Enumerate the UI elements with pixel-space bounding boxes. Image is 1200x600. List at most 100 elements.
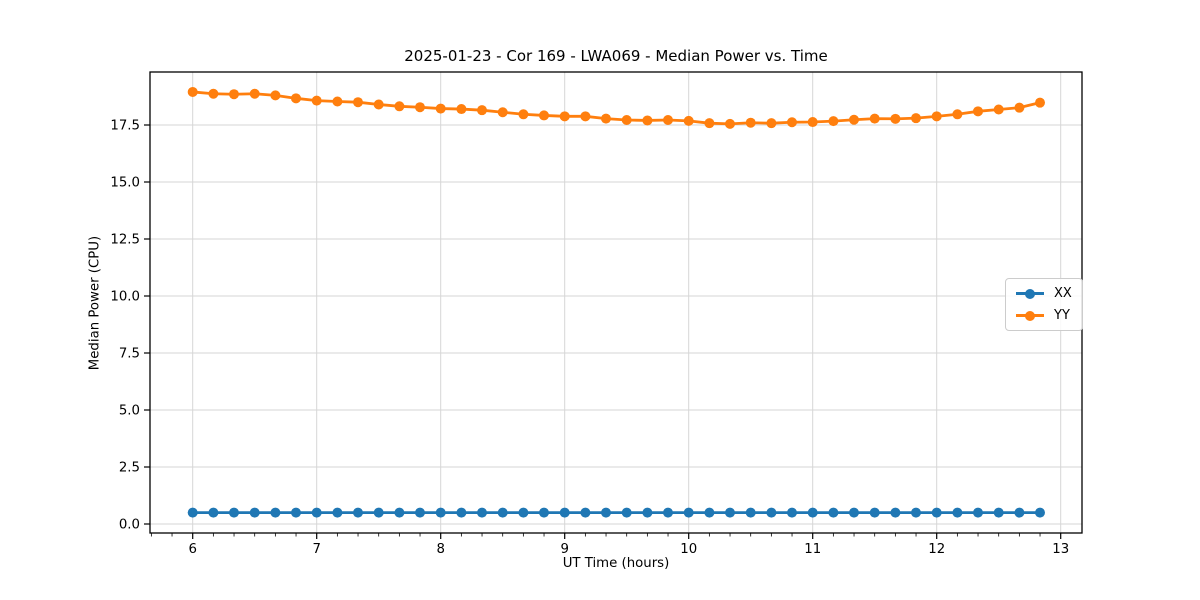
data-point-xx — [745, 507, 756, 518]
data-point-xx — [414, 507, 425, 518]
data-point-xx — [952, 507, 963, 518]
data-point-yy — [1014, 102, 1025, 113]
data-point-xx — [848, 507, 859, 518]
data-point-xx — [580, 507, 591, 518]
data-point-yy — [931, 111, 942, 122]
data-point-yy — [497, 107, 508, 118]
data-point-yy — [559, 111, 570, 122]
data-point-yy — [683, 115, 694, 126]
data-point-yy — [352, 97, 363, 108]
data-point-yy — [476, 105, 487, 116]
x-tick-label: 10 — [680, 542, 697, 557]
data-point-xx — [766, 507, 777, 518]
data-point-yy — [414, 102, 425, 113]
data-point-xx — [890, 507, 901, 518]
data-point-xx — [352, 507, 363, 518]
data-point-yy — [270, 90, 281, 101]
data-point-xx — [497, 507, 508, 518]
legend-label-xx: XX — [1054, 286, 1072, 301]
data-point-yy — [848, 114, 859, 125]
data-point-yy — [642, 115, 653, 126]
data-point-yy — [187, 86, 198, 97]
data-point-yy — [332, 96, 343, 107]
y-tick-label: 15.0 — [110, 176, 140, 191]
data-point-yy — [249, 88, 260, 99]
data-point-xx — [476, 507, 487, 518]
y-tick-label: 2.5 — [119, 461, 140, 476]
y-axis-label: Median Power (CPU) — [87, 235, 103, 371]
x-tick-label: 8 — [436, 542, 444, 557]
data-point-yy — [704, 118, 715, 129]
data-point-yy — [621, 114, 632, 125]
data-point-xx — [518, 507, 529, 518]
data-point-yy — [1034, 97, 1045, 108]
data-point-xx — [807, 507, 818, 518]
data-point-xx — [187, 507, 198, 518]
data-point-xx — [290, 507, 301, 518]
data-point-yy — [394, 101, 405, 112]
data-point-xx — [311, 507, 322, 518]
x-axis-label: UT Time (hours) — [562, 556, 670, 571]
data-point-xx — [208, 507, 219, 518]
axes: 6 7 8 9 10 11 12 13 0.0 2.5 5.0 7.5 10.0 12.5 15.0 17.5 — [110, 119, 1069, 558]
x-tick-label: 13 — [1052, 542, 1069, 557]
x-tick-label: 12 — [928, 542, 945, 557]
x-tick-label: 7 — [312, 542, 320, 557]
legend-item-yy: YY — [1016, 308, 1072, 323]
data-point-xx — [373, 507, 384, 518]
data-point-xx — [538, 507, 549, 518]
data-point-yy — [828, 116, 839, 127]
data-point-xx — [683, 507, 694, 518]
data-point-yy — [869, 113, 880, 124]
legend: XX YY — [1005, 278, 1083, 331]
data-point-xx — [1014, 507, 1025, 518]
data-point-xx — [642, 507, 653, 518]
chart-title: 2025-01-23 - Cor 169 - LWA069 - Median P… — [404, 47, 828, 65]
data-point-xx — [910, 507, 921, 518]
data-point-yy — [890, 113, 901, 124]
data-point-yy — [724, 118, 735, 129]
data-point-yy — [208, 88, 219, 99]
data-point-xx — [662, 507, 673, 518]
y-tick-label: 12.5 — [110, 233, 140, 248]
data-point-xx — [435, 507, 446, 518]
data-point-xx — [228, 507, 239, 518]
legend-line-marker-xx — [1016, 288, 1044, 299]
x-tick-label: 9 — [560, 542, 568, 557]
data-point-xx — [456, 507, 467, 518]
data-point-xx — [621, 507, 632, 518]
data-point-xx — [931, 507, 942, 518]
data-point-xx — [559, 507, 570, 518]
data-point-xx — [394, 507, 405, 518]
data-point-yy — [786, 117, 797, 128]
series-xx — [187, 507, 1045, 518]
legend-line-marker-yy — [1016, 310, 1044, 321]
data-point-xx — [332, 507, 343, 518]
series-yy — [187, 86, 1045, 129]
data-point-yy — [952, 109, 963, 120]
legend-item-xx: XX — [1016, 286, 1072, 301]
data-point-xx — [828, 507, 839, 518]
data-point-xx — [869, 507, 880, 518]
legend-label-yy: YY — [1054, 308, 1070, 323]
data-point-yy — [456, 104, 467, 115]
data-point-yy — [766, 118, 777, 129]
data-point-yy — [435, 103, 446, 114]
data-point-yy — [600, 113, 611, 124]
data-point-xx — [972, 507, 983, 518]
y-tick-label: 5.0 — [119, 404, 140, 419]
data-point-yy — [580, 111, 591, 122]
data-point-yy — [290, 93, 301, 104]
data-point-xx — [249, 507, 260, 518]
data-point-yy — [311, 95, 322, 106]
data-point-yy — [910, 113, 921, 124]
data-point-xx — [786, 507, 797, 518]
y-tick-label: 10.0 — [110, 290, 140, 305]
data-point-yy — [745, 117, 756, 128]
x-tick-label: 11 — [804, 542, 821, 557]
data-point-yy — [662, 114, 673, 125]
plot-border — [149, 71, 1083, 534]
x-tick-label: 6 — [188, 542, 196, 557]
